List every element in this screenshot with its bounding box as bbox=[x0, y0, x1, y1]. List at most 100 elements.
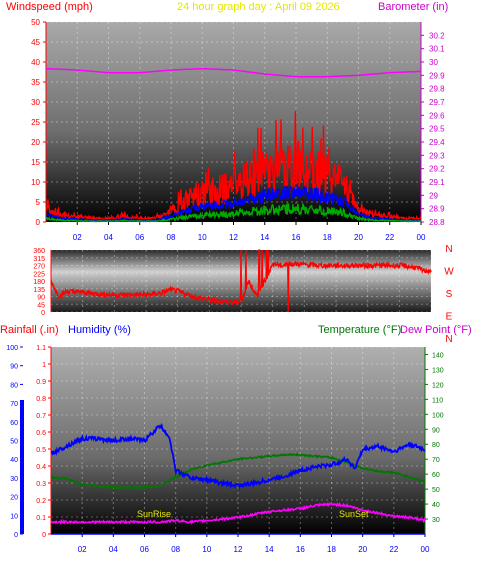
temperature-ytick-label: 30 bbox=[432, 517, 440, 524]
baro-ytick-label: 30.2 bbox=[429, 31, 445, 40]
sunrise-annotation: SunRise bbox=[137, 509, 171, 519]
climate-xtick-label: 14 bbox=[265, 545, 274, 554]
wind-ytick-label: 5 bbox=[36, 198, 41, 207]
humidity-ytick-label: 40 bbox=[10, 457, 18, 464]
rain-ytick-label: 0.4 bbox=[36, 464, 46, 471]
humidity-ytick-label: 0 bbox=[14, 532, 18, 539]
series-wind-low bbox=[45, 201, 422, 223]
baro-ytick-label: 29.2 bbox=[429, 165, 445, 174]
wind-ytick-label: 50 bbox=[31, 18, 40, 27]
baro-ytick-label: 29.7 bbox=[429, 98, 445, 107]
baro-ytick-label: 29.9 bbox=[429, 71, 445, 80]
series-dew-point bbox=[50, 501, 426, 525]
humidity-label: Humidity (%) bbox=[68, 324, 131, 336]
windspeed-title: Windspeed (mph) bbox=[6, 1, 93, 13]
climate-xtick-label: 20 bbox=[358, 545, 367, 554]
humidity-ytick-label: 50 bbox=[10, 439, 18, 446]
rain-ytick-label: 0 bbox=[42, 532, 46, 539]
wind-ytick-label: 20 bbox=[31, 138, 40, 147]
series-wind-direction bbox=[50, 249, 432, 313]
rain-ytick-label: 0.6 bbox=[36, 430, 46, 437]
wind-xtick-label: 08 bbox=[167, 233, 176, 242]
temperature-ytick-label: 120 bbox=[432, 382, 444, 389]
compass-label: W bbox=[444, 267, 454, 278]
temperature-ytick-label: 80 bbox=[432, 442, 440, 449]
temperature-label: Temperature (°F) bbox=[318, 324, 401, 336]
temperature-ytick-label: 130 bbox=[432, 367, 444, 374]
climate-xtick-label: 22 bbox=[389, 545, 398, 554]
rain-ytick-label: 0.2 bbox=[36, 498, 46, 505]
climate-xtick-label: 16 bbox=[296, 545, 305, 554]
rainfall-label: Rainfall (.in) bbox=[0, 324, 59, 336]
direction-ytick-label: 0 bbox=[41, 310, 45, 317]
wind-xtick-label: 10 bbox=[198, 233, 207, 242]
baro-ytick-label: 29.3 bbox=[429, 151, 445, 160]
axis-layer: 0 5 10 15 20 25 30 35 40 45 50 28.8 28.9 29 29.1 29.2 29… bbox=[6, 18, 454, 554]
barometer-title: Barometer (in) bbox=[378, 1, 448, 13]
direction-ytick-label: 225 bbox=[33, 271, 45, 278]
series-temperature bbox=[50, 452, 426, 491]
humidity-ytick-label: 60 bbox=[10, 420, 18, 427]
wind-ytick-label: 15 bbox=[31, 158, 40, 167]
wind-xtick-label: 16 bbox=[292, 233, 301, 242]
direction-ytick-label: 90 bbox=[37, 295, 45, 302]
humidity-ytick-label: 20 bbox=[10, 495, 18, 502]
direction-ytick-label: 360 bbox=[33, 248, 45, 255]
baro-ytick-label: 29.8 bbox=[429, 85, 445, 94]
baro-ytick-label: 30.1 bbox=[429, 45, 445, 54]
sunset-annotation: SunSet bbox=[339, 509, 369, 519]
wind-xtick-label: 18 bbox=[323, 233, 332, 242]
humidity-ytick-label: 100 bbox=[6, 345, 18, 352]
humidity-ytick-label: 30 bbox=[10, 476, 18, 483]
climate-xtick-label: 04 bbox=[109, 545, 118, 554]
temperature-ytick-label: 40 bbox=[432, 502, 440, 509]
climate-xtick-label: 18 bbox=[327, 545, 336, 554]
direction-ytick-label: 180 bbox=[33, 279, 45, 286]
temperature-ytick-label: 60 bbox=[432, 472, 440, 479]
temperature-ytick-label: 140 bbox=[432, 352, 444, 359]
baro-ytick-label: 29 bbox=[429, 191, 438, 200]
wind-ytick-label: 10 bbox=[31, 178, 40, 187]
wind-xtick-label: 20 bbox=[354, 233, 363, 242]
wind-xtick-label: 22 bbox=[385, 233, 394, 242]
climate-xtick-label: 12 bbox=[234, 545, 243, 554]
series-layer bbox=[45, 67, 432, 535]
wind-xtick-label: 12 bbox=[229, 233, 238, 242]
baro-ytick-label: 29.5 bbox=[429, 125, 445, 134]
direction-ytick-label: 315 bbox=[33, 256, 45, 263]
wind-ytick-label: 35 bbox=[31, 78, 40, 87]
compass-label: N bbox=[445, 244, 452, 255]
wind-ytick-label: 45 bbox=[31, 38, 40, 47]
climate-xtick-label: 08 bbox=[171, 545, 180, 554]
wind-ytick-label: 30 bbox=[31, 98, 40, 107]
baro-ytick-label: 29.6 bbox=[429, 111, 445, 120]
climate-xtick-label: 10 bbox=[202, 545, 211, 554]
climate-xtick-label: 00 bbox=[421, 545, 430, 554]
direction-ytick-label: 135 bbox=[33, 287, 45, 294]
wind-xtick-label: 06 bbox=[135, 233, 144, 242]
wind-xtick-label: 04 bbox=[104, 233, 113, 242]
temperature-ytick-label: 110 bbox=[432, 397, 443, 404]
wind-xtick-label: 00 bbox=[417, 233, 426, 242]
rain-ytick-label: 0.8 bbox=[36, 396, 46, 403]
baro-ytick-label: 28.8 bbox=[429, 218, 445, 227]
temperature-ytick-label: 50 bbox=[432, 487, 440, 494]
wind-ytick-label: 25 bbox=[31, 118, 40, 127]
climate-xtick-label: 06 bbox=[140, 545, 149, 554]
direction-ytick-label: 270 bbox=[33, 264, 45, 271]
series-barometer bbox=[46, 67, 422, 78]
wind-ytick-label: 0 bbox=[36, 218, 41, 227]
climate-xtick-label: 02 bbox=[78, 545, 87, 554]
baro-ytick-label: 29.4 bbox=[429, 138, 445, 147]
humidity-ytick-label: 70 bbox=[10, 401, 18, 408]
baro-ytick-label: 29.1 bbox=[429, 178, 445, 187]
compass-label: S bbox=[446, 289, 453, 300]
baro-ytick-label: 28.9 bbox=[429, 205, 445, 214]
wind-ytick-label: 40 bbox=[31, 58, 40, 67]
rain-ytick-label: 0.3 bbox=[36, 481, 46, 488]
baro-ytick-label: 30 bbox=[429, 58, 438, 67]
series-wind-average bbox=[45, 185, 422, 222]
dewpoint-label: Dew Point (°F) bbox=[400, 324, 472, 336]
